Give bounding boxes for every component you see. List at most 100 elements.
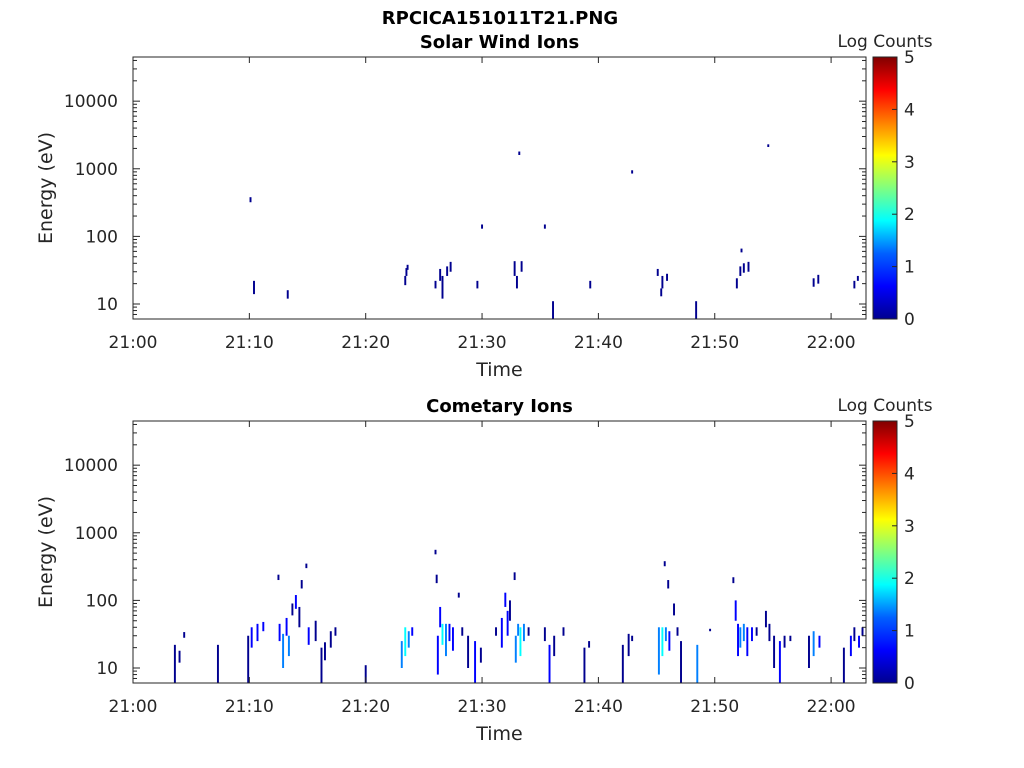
com-data-cell [517,623,520,636]
sw-plot-area [133,57,866,319]
sw-data-cell [747,261,750,272]
sw-data-cell [518,151,521,155]
com-x-tick-label: 21:20 [341,697,390,717]
com-data-cell [287,635,290,657]
sw-x-tick-label: 21:20 [341,333,390,353]
sw-data-cell [249,197,252,203]
sw-data-cell [481,224,484,229]
sw-data-cell [589,280,592,289]
sw-colorbar-tick-label: 5 [904,48,915,68]
sw-y-tick-label: 10 [96,295,118,315]
sw-colorbar-tick-label: 1 [904,258,915,278]
com-data-cell [411,627,414,636]
sw-data-cell [286,290,289,299]
sw-data-cell [856,275,859,281]
sw-data-cell [661,275,664,289]
com-data-cell [664,627,667,642]
com-data-cell [737,623,739,657]
sw-x-tick-label: 21:30 [458,333,507,353]
com-data-cell [298,606,301,628]
com-data-cell [435,574,438,584]
com-data-cell [627,633,630,657]
com-data-cell [514,635,517,663]
com-y-tick-label: 100 [86,591,118,611]
com-plot-area [133,421,866,683]
com-data-cell [668,631,671,651]
sw-data-cell [660,288,663,297]
sw-x-tick-label: 21:40 [574,333,623,353]
com-data-cell [247,635,250,683]
com-data-cell [778,641,781,683]
sw-data-cell [520,261,523,272]
com-data-cell [334,627,337,636]
com-data-cell [808,635,810,668]
com-data-cell [285,617,288,636]
com-y-tick-label: 1000 [75,524,118,544]
com-data-cell [783,635,786,648]
com-data-cell [509,600,511,621]
com-data-cell [734,600,737,621]
sw-data-cell [406,264,409,270]
com-data-cell [667,580,670,589]
com-colorbar [872,420,898,684]
sw-data-cell [817,274,820,284]
com-data-cell [548,644,551,683]
com-colorbar-tick-label: 0 [904,674,915,694]
sw-colorbar-tick-label: 0 [904,310,915,330]
com-y-tick-label: 10 [96,659,118,679]
sw-data-cell [513,261,516,276]
sw-data-cell [740,248,743,253]
com-axes-box [132,420,867,684]
sw-data-cell [441,275,444,299]
com-data-cell [262,621,265,632]
com-x-tick-label: 21:10 [225,697,274,717]
com-y-tick-label: 10000 [64,456,118,476]
com-data-cell [818,635,821,648]
com-data-cell [849,635,852,657]
com-data-cell [404,627,407,657]
com-data-cell [527,627,530,636]
sw-data-cells [249,144,859,319]
com-data-cell [661,627,664,657]
com-data-cell [461,627,464,636]
com-data-cell [739,627,742,648]
sw-data-cell [439,268,442,281]
com-data-cell [673,603,675,616]
com-data-cell [583,647,586,683]
com-x-tick-label: 21:00 [109,697,158,717]
com-data-cell [812,631,815,657]
sw-data-cell [735,278,738,289]
com-data-cell [562,627,565,636]
com-colorbar-tick-label: 2 [904,569,915,589]
com-data-cell [329,631,332,648]
com-data-cell [858,635,860,648]
sw-data-cell [853,280,856,289]
com-data-cell [173,644,176,683]
com-x-tick-label: 21:40 [574,697,623,717]
com-data-cell [588,641,591,648]
com-data-cell [768,623,771,642]
com-data-cell [504,592,507,607]
com-data-cell [519,627,522,657]
com-title: Cometary Ions [426,396,573,417]
com-x-axis-label: Time [475,723,523,745]
com-data-cell [457,592,460,598]
com-data-cell [216,644,219,683]
com-data-cell [307,627,310,645]
sw-data-cell [405,268,408,276]
com-data-cell [451,627,454,651]
com-data-cell [861,627,864,636]
sw-data-cell [767,144,770,147]
sw-data-cell [739,266,742,276]
com-colorbar-tick-label: 1 [904,622,915,642]
sw-data-cell [434,280,437,289]
sw-x-tick-label: 21:50 [690,333,739,353]
com-data-cell [621,644,624,683]
com-data-cell [842,647,845,683]
com-data-cell [631,635,634,642]
com-data-cell [291,603,294,616]
sw-colorbar-tick-label: 3 [904,153,915,173]
com-colorbar-tick-label: 5 [904,412,915,432]
com-data-cell [314,620,317,642]
